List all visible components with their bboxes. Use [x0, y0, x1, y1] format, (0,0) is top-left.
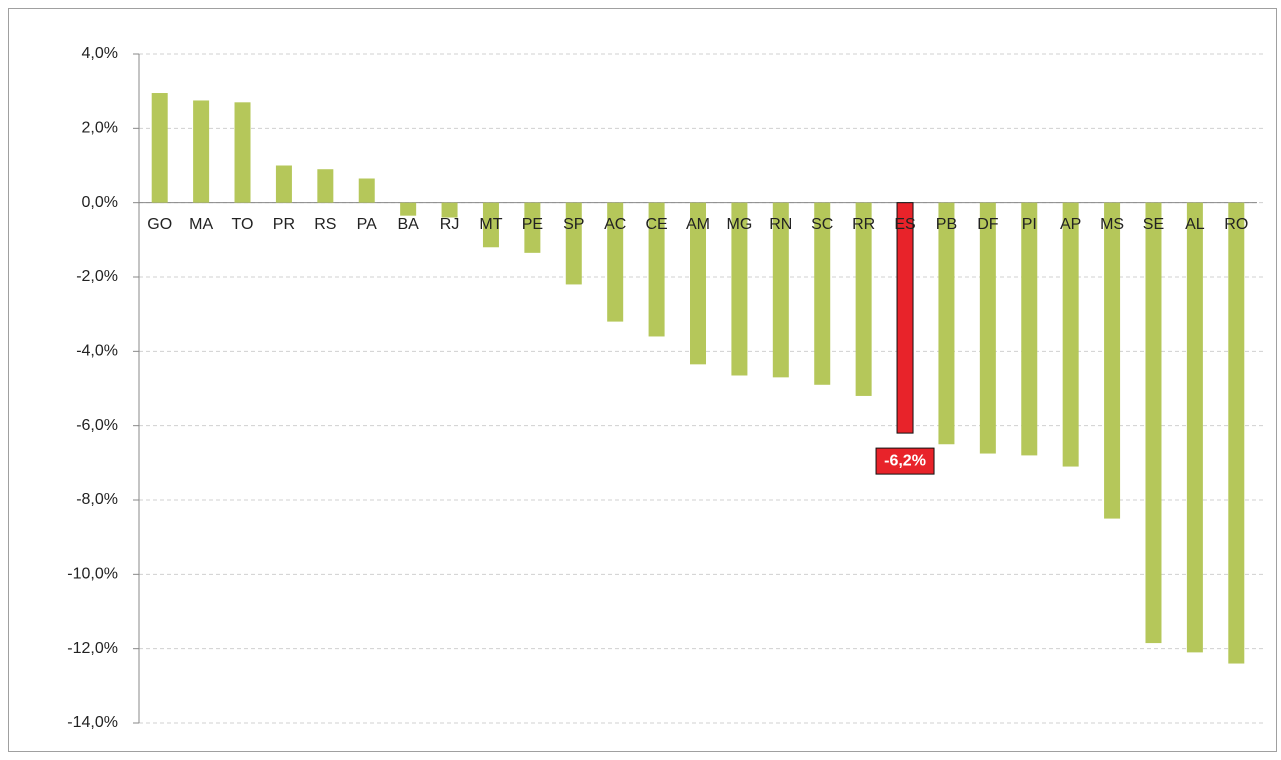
bar: [1186, 202, 1203, 653]
bar: [400, 202, 417, 216]
bar: [938, 202, 955, 445]
bar: [731, 202, 748, 376]
bar: [1021, 202, 1038, 456]
bar: [855, 202, 872, 396]
x-tick-label: AC: [604, 216, 626, 233]
y-tick-label: 0,0%: [82, 194, 118, 211]
y-tick-label: -4,0%: [76, 343, 118, 360]
y-tick-label: -10,0%: [67, 566, 118, 583]
x-tick-label: RJ: [440, 216, 460, 233]
bar: [690, 202, 706, 365]
x-tick-label: RN: [769, 216, 792, 233]
bar: [814, 202, 831, 385]
data-label: -6,2%: [884, 452, 926, 469]
bar: [151, 93, 168, 203]
bar: [648, 202, 665, 337]
x-tick-label: CE: [645, 216, 667, 233]
x-tick-label: TO: [232, 216, 254, 233]
bar: [565, 202, 582, 285]
x-tick-label: ES: [894, 216, 915, 233]
y-tick-label: 2,0%: [82, 120, 118, 137]
y-tick-label: -14,0%: [67, 714, 118, 731]
x-tick-label: PB: [936, 216, 957, 233]
bar: [772, 202, 789, 378]
bar: [1228, 202, 1245, 664]
data-label-box: [875, 447, 935, 475]
x-tick-label: SE: [1143, 216, 1164, 233]
bar: [317, 169, 334, 203]
x-tick-label: MT: [479, 216, 502, 233]
bar: [275, 165, 292, 203]
bar: [193, 100, 210, 203]
bar: [1062, 202, 1079, 467]
bar: [1104, 202, 1121, 519]
x-tick-label: SC: [811, 216, 833, 233]
x-tick-label: MA: [189, 216, 213, 233]
x-tick-label: MG: [727, 216, 753, 233]
y-tick-label: -6,0%: [76, 417, 118, 434]
x-tick-label: RO: [1224, 216, 1248, 233]
bar: [607, 202, 624, 322]
x-tick-label: RR: [852, 216, 875, 233]
y-tick-label: 4,0%: [82, 45, 118, 62]
y-tick-label: -12,0%: [67, 640, 118, 657]
y-tick-label: -8,0%: [76, 491, 118, 508]
bar: [1145, 202, 1162, 644]
x-tick-label: BA: [397, 216, 419, 233]
bar: [896, 202, 914, 434]
x-tick-label: SP: [563, 216, 584, 233]
x-tick-label: AL: [1185, 216, 1205, 233]
y-tick-label: -2,0%: [76, 268, 118, 285]
x-tick-label: GO: [147, 216, 172, 233]
x-tick-label: AP: [1060, 216, 1081, 233]
bar: [441, 202, 458, 218]
x-tick-label: AM: [686, 216, 710, 233]
x-tick-label: RS: [314, 216, 336, 233]
x-tick-label: DF: [977, 216, 999, 233]
bar: [524, 202, 541, 253]
bar: [358, 178, 375, 203]
x-tick-label: MS: [1100, 216, 1124, 233]
bar: [234, 102, 251, 203]
x-tick-label: PI: [1022, 216, 1037, 233]
x-tick-label: PE: [522, 216, 543, 233]
x-tick-label: PA: [357, 216, 377, 233]
bar: [979, 202, 996, 454]
x-tick-label: PR: [273, 216, 295, 233]
bar: [482, 202, 499, 248]
